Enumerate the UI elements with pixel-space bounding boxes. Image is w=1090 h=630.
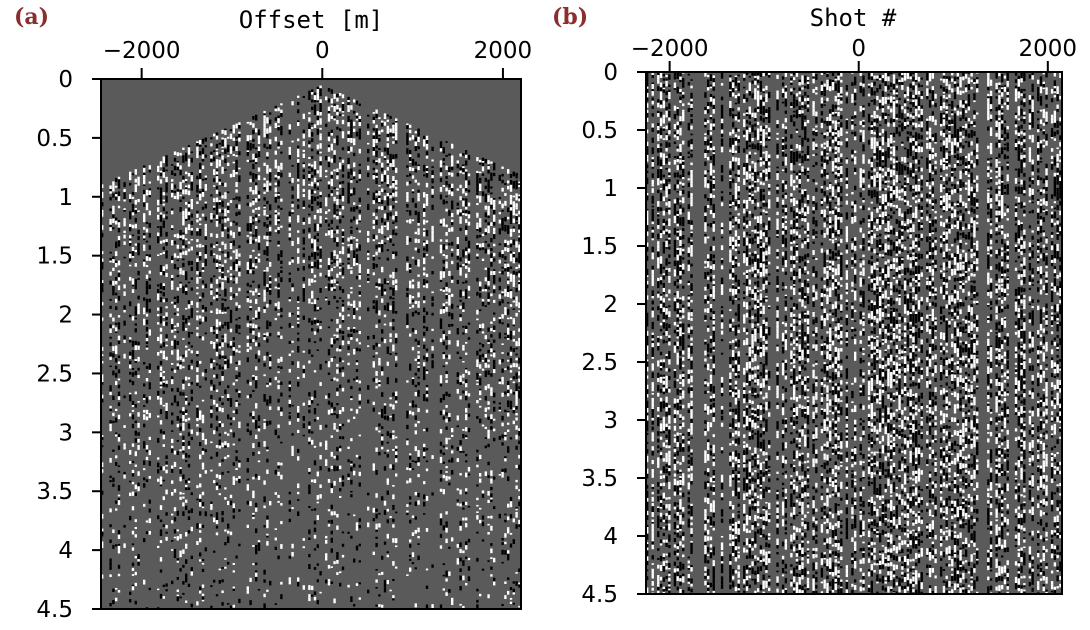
y-tick-label: 1 bbox=[603, 176, 618, 202]
panel-label-a: (a) bbox=[14, 4, 50, 30]
plot-area-a bbox=[100, 78, 522, 610]
panel-a: Offset [m] −2000 0 2000 0 0.5 1 1.5 2 2.5 3 3.5 4 4.… bbox=[36, 6, 532, 623]
y-tick-label: 1.5 bbox=[581, 234, 618, 260]
x-tick-label: 0 bbox=[851, 36, 866, 62]
y-tick-label: 2 bbox=[58, 303, 73, 329]
xlabel-b: Shot # bbox=[810, 4, 897, 32]
y-tick-label: 4.5 bbox=[36, 597, 73, 623]
y-tick-label: 1.5 bbox=[36, 244, 73, 270]
y-tick-label: 3.5 bbox=[36, 479, 73, 505]
y-tick-label: 0 bbox=[58, 67, 73, 93]
panel-b: Shot # −2000 0 2000 0 0.5 1 1.5 2 2.5 3 3.5 4 4.5 bbox=[581, 4, 1077, 608]
x-tick-label: 2000 bbox=[474, 38, 533, 64]
y-tick-label: 3.5 bbox=[581, 466, 618, 492]
seismic-traces bbox=[646, 72, 1062, 594]
y-tick-label: 3 bbox=[603, 408, 618, 434]
seismic-traces bbox=[101, 85, 521, 609]
y-tick-label: 2.5 bbox=[36, 361, 73, 387]
y-tick-label: 3 bbox=[58, 420, 73, 446]
y-tick-label: 0.5 bbox=[581, 118, 618, 144]
y-tick-label: 4 bbox=[603, 524, 618, 550]
xlabel-a: Offset [m] bbox=[239, 6, 384, 34]
plot-area-b bbox=[645, 71, 1063, 595]
x-tick-label: −2000 bbox=[631, 36, 709, 62]
x-tick-label: −2000 bbox=[103, 38, 181, 64]
y-tick-label: 0.5 bbox=[36, 126, 73, 152]
ticks-b: −2000 0 2000 0 0.5 1 1.5 2 2.5 3 3.5 4 4.5 bbox=[581, 36, 1077, 608]
ticks-a: −2000 0 2000 0 0.5 1 1.5 2 2.5 3 3.5 4 4.5 bbox=[36, 38, 532, 623]
plot-frame bbox=[645, 71, 1063, 595]
y-tick-label: 2 bbox=[603, 292, 618, 318]
y-tick-label: 0 bbox=[603, 60, 618, 86]
y-tick-label: 1 bbox=[58, 185, 73, 211]
y-tick-label: 4.5 bbox=[581, 582, 618, 608]
y-tick-label: 2.5 bbox=[581, 350, 618, 376]
x-tick-label: 0 bbox=[315, 38, 330, 64]
x-tick-label: 2000 bbox=[1019, 36, 1078, 62]
y-tick-label: 4 bbox=[58, 538, 73, 564]
plot-frame bbox=[100, 78, 522, 610]
panel-label-b: (b) bbox=[552, 4, 589, 30]
